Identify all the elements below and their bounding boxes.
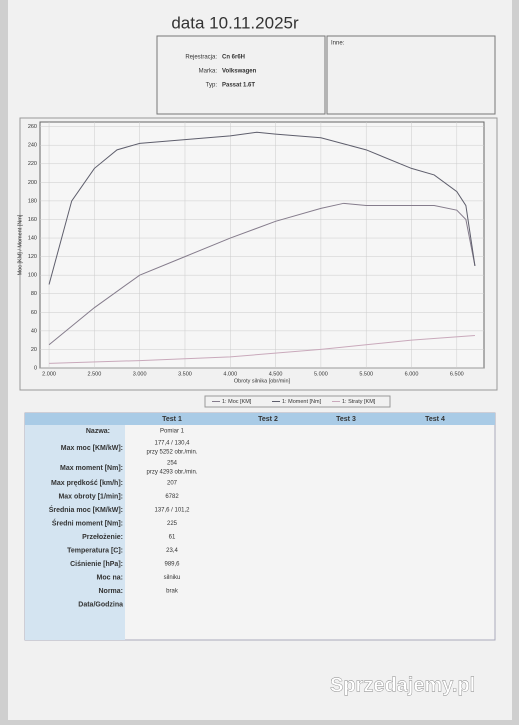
y-tick-label: 20 — [31, 347, 37, 353]
y-tick-label: 180 — [28, 198, 37, 204]
x-tick-label: 4.000 — [223, 371, 237, 377]
row-label: Max obroty [1/min]: — [58, 493, 123, 500]
info-label: Marka: — [199, 69, 218, 75]
x-tick-label: 3.000 — [133, 371, 147, 377]
y-tick-label: 200 — [28, 180, 37, 186]
legend-box — [204, 395, 391, 408]
other-box — [326, 35, 496, 115]
x-tick-label: 5.500 — [359, 371, 373, 377]
legend-label: 1: Moment [Nm] — [282, 399, 322, 405]
info-box — [156, 35, 326, 115]
cell: 61 — [169, 535, 176, 541]
info-value: Volkswagen — [222, 69, 257, 75]
table-header: Test 4 — [425, 416, 445, 423]
info-value: Cn 6r6H — [222, 55, 245, 61]
y-tick-label: 0 — [34, 365, 37, 371]
y-axis-label: Moc [KM] / Moment [Nm] — [17, 214, 23, 275]
series-line — [48, 131, 476, 285]
watermark: Sprzedajemy.pl — [330, 674, 475, 696]
info-label: Typ: — [206, 83, 218, 89]
x-tick-label: 3.500 — [178, 371, 192, 377]
y-tick-label: 160 — [28, 217, 37, 223]
table-label-column — [25, 425, 125, 640]
row-label: Temperatura [C]: — [67, 547, 123, 554]
series-line — [49, 335, 475, 364]
row-label: Norma: — [98, 588, 123, 595]
cell-note: przy 5252 obr./min. — [146, 450, 197, 456]
row-label: Ciśnienie [hPa]: — [70, 561, 123, 568]
cell: Pomiar 1 — [160, 429, 185, 435]
table-header: Test 1 — [162, 416, 182, 423]
title: data 10.11.2025r — [171, 13, 299, 32]
table-header-band — [25, 413, 495, 425]
x-tick-label: 2.500 — [87, 371, 101, 377]
table-header: Test 2 — [258, 416, 278, 423]
cell: 225 — [167, 521, 178, 527]
cell: 137,6 / 101,2 — [154, 508, 190, 514]
row-label: Max moment [Nm]: — [60, 465, 123, 472]
y-tick-label: 140 — [28, 235, 37, 241]
row-label: Moc na: — [97, 574, 123, 581]
other-label: Inne: — [331, 41, 345, 47]
cell-note: przy 4293 obr./min. — [146, 470, 197, 476]
cell: 23,4 — [166, 548, 178, 554]
y-tick-label: 80 — [31, 291, 37, 297]
x-tick-label: 4.500 — [269, 371, 283, 377]
row-label: Przełożenie: — [82, 534, 123, 541]
y-tick-label: 120 — [28, 254, 37, 260]
y-tick-label: 100 — [28, 273, 37, 279]
cell: 207 — [167, 481, 178, 487]
table-header-label: Nazwa: — [86, 428, 110, 435]
cell: 6782 — [165, 494, 179, 500]
y-tick-label: 260 — [28, 124, 37, 130]
y-tick-label: 240 — [28, 143, 37, 149]
info-value: Passat 1.6T — [222, 83, 255, 89]
x-tick-label: 6.500 — [450, 371, 464, 377]
cell: 254 — [167, 461, 178, 467]
y-tick-label: 40 — [31, 328, 37, 334]
x-axis-label: Obroty silnika [obr/min] — [234, 378, 291, 384]
info-label: Rejestracja: — [185, 55, 217, 61]
x-tick-label: 5.000 — [314, 371, 328, 377]
table-header: Test 3 — [336, 416, 356, 423]
legend-label: 1: Moc [KM] — [222, 399, 252, 405]
cell: 177,4 / 130,4 — [154, 441, 190, 447]
cell: 989,6 — [164, 562, 180, 568]
chart-frame — [19, 117, 498, 391]
row-label: Max prędkość [km/h]: — [51, 480, 123, 487]
x-tick-label: 2.000 — [42, 371, 56, 377]
series-line — [48, 202, 476, 346]
row-label: Średnia moc [KM/kW]: — [49, 505, 123, 514]
row-label: Średni moment [Nm]: — [52, 518, 123, 527]
y-tick-label: 220 — [28, 161, 37, 167]
legend-label: 1: Straty [KM] — [342, 399, 376, 405]
row-label: Data/Godzina — [78, 601, 123, 608]
cell: silniku — [164, 575, 181, 581]
row-label: Max moc [KM/kW]: — [61, 445, 123, 452]
cell: brak — [166, 589, 179, 595]
x-tick-label: 6.000 — [405, 371, 419, 377]
y-tick-label: 60 — [31, 310, 37, 316]
